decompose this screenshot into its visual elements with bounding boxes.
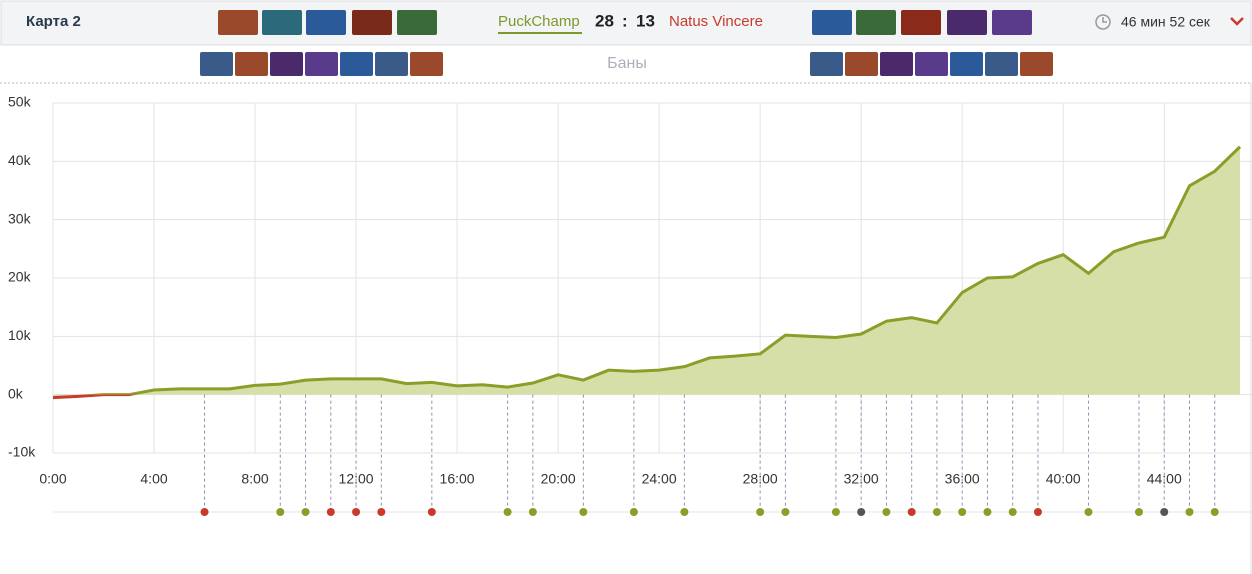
x-tick-label: 8:00 <box>241 471 268 487</box>
team2[interactable]: Natus Vincere <box>669 13 763 30</box>
map-name: Карта 2 <box>26 13 81 30</box>
hero-icon <box>810 52 843 76</box>
event-marker <box>1033 508 1042 516</box>
hero-icon <box>262 10 302 35</box>
x-tick-label: 24:00 <box>642 471 677 487</box>
clock-hands <box>1102 17 1107 23</box>
event-marker <box>831 508 840 516</box>
event-marker <box>1134 508 1143 516</box>
hero-icon <box>375 52 408 76</box>
event-marker <box>200 508 209 516</box>
event-marker <box>579 508 588 516</box>
x-tick-label: 16:00 <box>440 471 475 487</box>
y-tick-label: 20k <box>8 269 32 285</box>
line <box>81 145 1242 395</box>
event-marker <box>1185 508 1194 516</box>
score2: 13 <box>636 11 655 30</box>
hero-icon <box>235 52 268 76</box>
event-marker <box>427 508 436 516</box>
team1[interactable]: PuckChamp <box>498 13 580 30</box>
event-marker <box>983 508 992 516</box>
x-tick-label: 0:00 <box>39 471 66 487</box>
hero-icon <box>352 10 392 35</box>
hero-icon <box>845 52 878 76</box>
hero-icon <box>901 10 941 35</box>
hero-icon <box>856 10 896 35</box>
event-marker <box>276 508 285 516</box>
hero-icon <box>397 10 437 35</box>
hero-icon <box>812 10 852 35</box>
x-tick-label: 20:00 <box>541 471 576 487</box>
duration: 46 мин 52 сек <box>1121 14 1211 30</box>
event-marker <box>781 508 790 516</box>
x-tick-label: 40:00 <box>1046 471 1081 487</box>
expand-chevron[interactable] <box>1230 17 1244 26</box>
event-marker <box>958 508 967 516</box>
hero-icon <box>947 10 987 35</box>
event-marker <box>857 508 866 516</box>
bans-label: Баны <box>607 55 647 72</box>
event-marker <box>907 508 916 516</box>
y-tick-label: 30k <box>8 210 32 226</box>
event-marker <box>932 508 941 516</box>
hero-icon <box>306 10 346 35</box>
event-marker <box>1210 508 1219 516</box>
hero-icon <box>915 52 948 76</box>
event-marker <box>301 508 310 516</box>
event-marker <box>1008 508 1017 516</box>
event-marker <box>680 508 689 516</box>
event-marker <box>377 508 386 516</box>
hero-icon <box>985 52 1018 76</box>
event-marker <box>326 508 335 516</box>
y-tick-label: -10k <box>8 444 36 460</box>
y-tick-label: 0k <box>8 385 24 401</box>
score1: 28 <box>595 11 614 30</box>
hero-icon <box>992 10 1032 35</box>
y-tick-label: 10k <box>8 327 32 343</box>
hero-icon <box>218 10 258 35</box>
event-marker <box>629 508 638 516</box>
event-marker <box>503 508 512 516</box>
hero-icon <box>1020 52 1053 76</box>
hero-icon <box>200 52 233 76</box>
event-marker <box>1084 508 1093 516</box>
hero-icon <box>270 52 303 76</box>
event-marker <box>882 508 891 516</box>
y-tick-label: 50k <box>8 94 32 110</box>
hero-icon <box>950 52 983 76</box>
x-tick-label: 4:00 <box>140 471 167 487</box>
event-marker <box>352 508 361 516</box>
event-marker <box>756 508 765 516</box>
clock-icon <box>1095 14 1111 30</box>
hero-icon <box>410 52 443 76</box>
hero-icon <box>340 52 373 76</box>
event-marker <box>1160 508 1169 516</box>
event-marker <box>528 508 537 516</box>
header-bar <box>0 0 1252 46</box>
score-separator: : <box>622 11 628 30</box>
hero-icon <box>880 52 913 76</box>
hero-icon <box>305 52 338 76</box>
y-tick-label: 40k <box>8 152 32 168</box>
area-fill <box>53 146 1240 398</box>
